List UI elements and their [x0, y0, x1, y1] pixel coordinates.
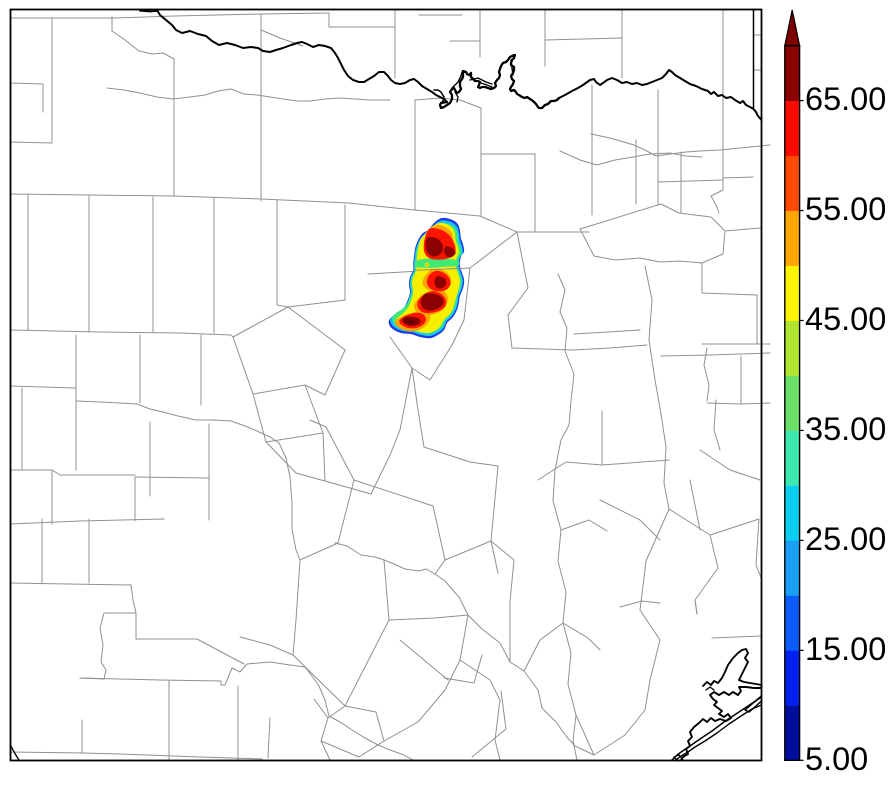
svg-text:25.00: 25.00 [805, 521, 886, 557]
svg-text:65.00: 65.00 [805, 81, 886, 117]
svg-text:5.00: 5.00 [805, 741, 868, 777]
svg-text:45.00: 45.00 [805, 301, 886, 337]
svg-text:35.00: 35.00 [805, 411, 886, 447]
svg-text:55.00: 55.00 [805, 191, 886, 227]
svg-text:15.00: 15.00 [805, 631, 886, 667]
